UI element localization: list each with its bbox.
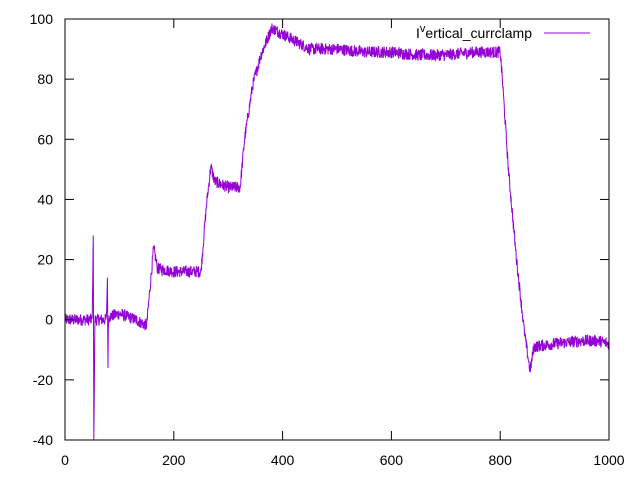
y-tick-label: -40 [33,432,53,448]
y-tick-label: 100 [30,11,54,27]
y-tick-label: 80 [37,71,53,87]
plot-frame [64,18,610,441]
y-tick-label: 0 [45,312,53,328]
y-tick-label: 20 [37,252,53,268]
x-tick-label: 400 [271,452,295,468]
series-layer [64,23,610,441]
y-tick-label: -20 [33,372,53,388]
x-tick-label: 1000 [593,452,624,468]
legend: Ivertical_currclamp [416,23,590,41]
y-tick-label: 60 [37,131,53,147]
x-tick-label: 0 [61,452,69,468]
x-tick-label: 600 [380,452,404,468]
y-tick-label: 40 [37,191,53,207]
x-tick-label: 200 [162,452,186,468]
x-tick-label: 800 [489,452,513,468]
legend-label: Ivertical_currclamp [416,23,532,41]
series-line [64,23,610,441]
